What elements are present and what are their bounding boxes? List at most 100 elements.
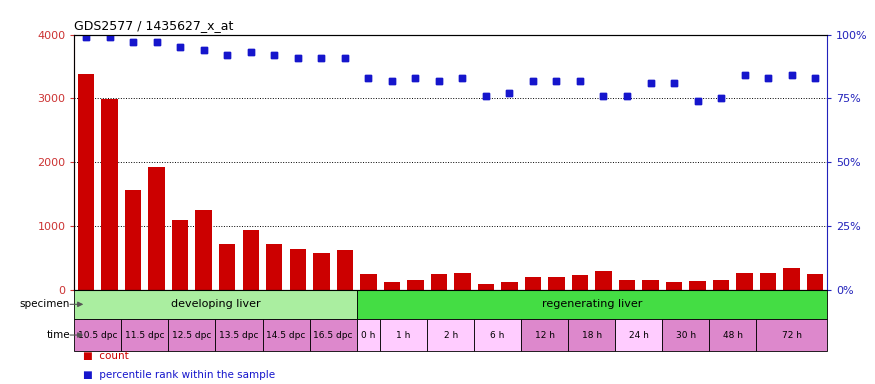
Bar	[760, 273, 776, 290]
Bar	[571, 275, 588, 290]
Bar	[525, 276, 541, 290]
Bar	[357, 290, 827, 319]
Text: 10.5 dpc: 10.5 dpc	[78, 331, 117, 339]
Point	[338, 55, 352, 61]
Point	[244, 50, 258, 56]
Bar	[430, 274, 447, 290]
Text: 11.5 dpc: 11.5 dpc	[125, 331, 164, 339]
Point	[573, 78, 587, 84]
Bar	[266, 244, 283, 290]
Bar	[666, 281, 682, 290]
Bar	[478, 283, 494, 290]
Point	[150, 39, 164, 45]
Text: 30 h: 30 h	[676, 331, 696, 339]
Point	[643, 80, 657, 86]
Bar	[760, 273, 776, 290]
Bar	[783, 268, 800, 290]
Bar	[78, 74, 94, 290]
Text: 12.5 dpc: 12.5 dpc	[172, 331, 212, 339]
Bar	[313, 253, 330, 290]
Bar	[78, 74, 94, 290]
Bar	[756, 319, 827, 351]
Bar	[568, 319, 615, 351]
Point	[761, 75, 775, 81]
Bar	[360, 274, 376, 290]
Point	[550, 78, 564, 84]
Bar	[242, 230, 259, 290]
Bar	[74, 290, 357, 319]
Bar	[74, 319, 122, 351]
Point	[667, 80, 681, 86]
Point	[620, 93, 634, 99]
Bar	[454, 273, 471, 290]
Bar	[710, 319, 756, 351]
Bar	[172, 220, 188, 290]
Point	[220, 52, 234, 58]
Text: 6 h: 6 h	[491, 331, 505, 339]
Bar	[783, 268, 800, 290]
Point	[597, 93, 611, 99]
Point	[267, 52, 281, 58]
Point	[126, 39, 140, 45]
Point	[102, 34, 116, 40]
Bar	[642, 280, 659, 290]
Bar	[122, 319, 168, 351]
Text: ■  percentile rank within the sample: ■ percentile rank within the sample	[83, 370, 276, 380]
Text: 12 h: 12 h	[535, 331, 555, 339]
Point	[102, 34, 116, 40]
Text: ■  count: ■ count	[83, 351, 129, 361]
Text: developing liver: developing liver	[171, 299, 260, 310]
Point	[432, 78, 446, 84]
Point	[197, 47, 211, 53]
Bar	[474, 319, 522, 351]
Point	[361, 75, 375, 81]
Bar	[549, 277, 564, 290]
Bar	[478, 283, 494, 290]
Point	[526, 78, 540, 84]
Bar	[454, 273, 471, 290]
Point	[244, 50, 258, 56]
Text: 18 h: 18 h	[582, 331, 602, 339]
Point	[173, 44, 187, 50]
Point	[597, 93, 611, 99]
Bar	[74, 35, 827, 290]
Bar	[525, 276, 541, 290]
Text: time: time	[46, 330, 70, 340]
Bar	[427, 319, 474, 351]
Bar	[737, 273, 752, 290]
Bar	[807, 274, 823, 290]
Bar	[168, 319, 215, 351]
Point	[267, 52, 281, 58]
Bar	[595, 271, 612, 290]
Point	[173, 44, 187, 50]
Point	[808, 75, 822, 81]
Bar	[125, 190, 142, 290]
Point	[502, 90, 516, 96]
Point	[714, 95, 728, 101]
Bar	[215, 319, 262, 351]
Bar	[242, 230, 259, 290]
Point	[455, 75, 469, 81]
Bar	[713, 280, 729, 290]
Point	[690, 98, 704, 104]
Bar	[662, 319, 710, 351]
Bar	[380, 319, 427, 351]
Bar	[219, 244, 235, 290]
Text: 14.5 dpc: 14.5 dpc	[266, 331, 305, 339]
Point	[690, 98, 704, 104]
Bar	[266, 244, 283, 290]
Bar	[172, 220, 188, 290]
Text: regenerating liver: regenerating liver	[542, 299, 642, 310]
Text: 2 h: 2 h	[444, 331, 458, 339]
Point	[738, 72, 752, 78]
Bar	[595, 271, 612, 290]
Point	[197, 47, 211, 53]
Point	[150, 39, 164, 45]
Point	[808, 75, 822, 81]
Bar	[383, 281, 400, 290]
Point	[385, 78, 399, 84]
Bar	[383, 281, 400, 290]
Bar	[501, 282, 518, 290]
Point	[455, 75, 469, 81]
Point	[573, 78, 587, 84]
